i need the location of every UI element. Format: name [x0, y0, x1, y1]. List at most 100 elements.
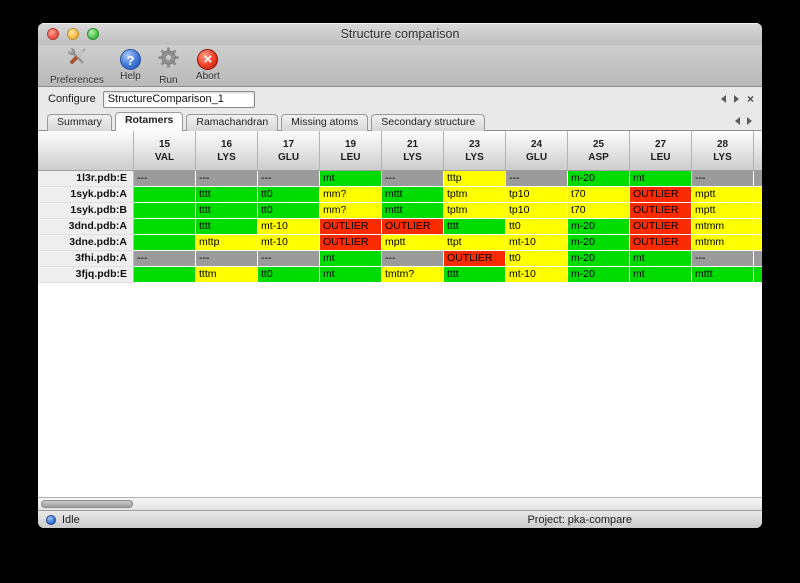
row-label[interactable]: 3fhi.pdb:A: [38, 251, 134, 267]
rotamer-cell[interactable]: mttt: [692, 267, 754, 283]
rotamer-cell[interactable]: mttt: [382, 203, 444, 219]
row-label[interactable]: 1syk.pdb:A: [38, 187, 134, 203]
rotamer-cell[interactable]: ---: [692, 251, 754, 267]
rotamer-cell[interactable]: m-20: [568, 235, 630, 251]
rotamer-cell[interactable]: mt-10: [258, 219, 320, 235]
rotamer-cell[interactable]: tttt: [444, 267, 506, 283]
tab-ramachandran[interactable]: Ramachandran: [186, 114, 279, 131]
rotamer-cell[interactable]: [134, 267, 196, 283]
rotamer-cell[interactable]: mptt: [382, 235, 444, 251]
rotamer-cell[interactable]: mt-10: [506, 267, 568, 283]
rotamer-cell[interactable]: tt0: [258, 187, 320, 203]
row-label[interactable]: 3fjq.pdb:E: [38, 267, 134, 283]
rotamer-cell[interactable]: OUTLIER: [630, 219, 692, 235]
rotamer-cell[interactable]: tttm: [196, 267, 258, 283]
rotamer-cell[interactable]: mt: [320, 171, 382, 187]
rotamer-cell[interactable]: mt-10: [258, 235, 320, 251]
tab-missing-atoms[interactable]: Missing atoms: [281, 114, 369, 131]
rotamer-cell[interactable]: tttp: [444, 171, 506, 187]
rotamer-cell[interactable]: ---: [196, 171, 258, 187]
rotamer-cell[interactable]: m-20: [568, 219, 630, 235]
rotamer-cell[interactable]: m-20: [568, 251, 630, 267]
close-window-button[interactable]: [47, 28, 59, 40]
rotamer-cell[interactable]: OUTLIER: [382, 219, 444, 235]
rotamer-cell[interactable]: ---: [196, 251, 258, 267]
rotamer-cell[interactable]: OUTLIER: [320, 235, 382, 251]
rotamer-cell[interactable]: t70: [568, 203, 630, 219]
rotamer-cell[interactable]: [754, 203, 762, 219]
rotamer-cell[interactable]: [134, 235, 196, 251]
rotamer-cell[interactable]: ---: [506, 171, 568, 187]
rotamer-cell[interactable]: ---: [382, 171, 444, 187]
rotamer-cell[interactable]: ---: [258, 251, 320, 267]
rotamer-cell[interactable]: tptm: [444, 203, 506, 219]
tab-summary[interactable]: Summary: [47, 114, 112, 131]
rotamer-cell[interactable]: mtmm: [692, 219, 754, 235]
tab-secondary-structure[interactable]: Secondary structure: [371, 114, 486, 131]
rotamer-cell[interactable]: ---: [134, 251, 196, 267]
column-header[interactable]: 16 LYS: [196, 131, 258, 170]
horizontal-scrollbar[interactable]: [38, 497, 762, 510]
rotamer-cell[interactable]: mt-10: [506, 235, 568, 251]
close-page-icon[interactable]: [747, 94, 754, 104]
column-header[interactable]: [754, 131, 762, 170]
rotamer-cell[interactable]: [754, 267, 762, 283]
rotamer-cell[interactable]: mttt: [382, 187, 444, 203]
preferences-button[interactable]: Preferences: [50, 45, 104, 86]
row-label[interactable]: 3dnd.pdb:A: [38, 219, 134, 235]
rotamer-cell[interactable]: OUTLIER: [320, 219, 382, 235]
rotamer-cell[interactable]: tttt: [196, 219, 258, 235]
rotamer-cell[interactable]: OUTLIER: [630, 187, 692, 203]
column-header[interactable]: 21 LYS: [382, 131, 444, 170]
row-label[interactable]: 3dne.pdb:A: [38, 235, 134, 251]
next-page-icon[interactable]: [733, 95, 739, 103]
rotamer-cell[interactable]: mptt: [692, 203, 754, 219]
rotamer-cell[interactable]: [754, 187, 762, 203]
rotamer-cell[interactable]: tt0: [258, 203, 320, 219]
rotamer-cell[interactable]: [134, 203, 196, 219]
rotamer-cell[interactable]: mm?: [320, 187, 382, 203]
abort-button[interactable]: Abort: [196, 49, 220, 82]
rotamer-cell[interactable]: tttt: [196, 203, 258, 219]
scrollbar-thumb[interactable]: [41, 500, 133, 508]
configure-name-input[interactable]: [102, 90, 255, 108]
rotamer-cell[interactable]: mt: [630, 171, 692, 187]
rotamer-cell[interactable]: ---: [692, 171, 754, 187]
column-header[interactable]: 24 GLU: [506, 131, 568, 170]
rotamer-cell[interactable]: [754, 235, 762, 251]
rotamer-cell[interactable]: ---: [134, 171, 196, 187]
row-label[interactable]: 1syk.pdb:B: [38, 203, 134, 219]
rotamer-cell[interactable]: tttt: [196, 187, 258, 203]
rotamer-cell[interactable]: mm?: [320, 203, 382, 219]
tabs-scroll-right-icon[interactable]: [747, 117, 752, 125]
rotamer-cell[interactable]: tttt: [444, 219, 506, 235]
rotamer-cell[interactable]: mptt: [692, 187, 754, 203]
rotamer-cell[interactable]: tt0: [506, 219, 568, 235]
rotamer-cell[interactable]: t70: [568, 187, 630, 203]
rotamer-cell[interactable]: ttpt: [444, 235, 506, 251]
column-header[interactable]: 27 LEU: [630, 131, 692, 170]
rotamer-cell[interactable]: tptm: [444, 187, 506, 203]
rotamer-cell[interactable]: tp10: [506, 187, 568, 203]
rotamer-cell[interactable]: tmtm?: [382, 267, 444, 283]
rotamer-cell[interactable]: m-20: [568, 267, 630, 283]
rotamer-cell[interactable]: mt: [320, 267, 382, 283]
column-header[interactable]: 28 LYS: [692, 131, 754, 170]
rotamer-cell[interactable]: OUTLIER: [630, 203, 692, 219]
prev-page-icon[interactable]: [720, 95, 726, 103]
rotamer-cell[interactable]: [754, 171, 762, 187]
rotamer-cell[interactable]: mt: [630, 267, 692, 283]
run-button[interactable]: Run: [157, 46, 180, 86]
row-label[interactable]: 1l3r.pdb:E: [38, 171, 134, 187]
rotamer-cell[interactable]: OUTLIER: [630, 235, 692, 251]
column-header[interactable]: 19 LEU: [320, 131, 382, 170]
column-header[interactable]: 25 ASP: [568, 131, 630, 170]
rotamer-cell[interactable]: mt: [630, 251, 692, 267]
rotamer-cell[interactable]: [754, 251, 762, 267]
column-header[interactable]: 23 LYS: [444, 131, 506, 170]
rotamer-cell[interactable]: tt0: [506, 251, 568, 267]
rotamer-cell[interactable]: mtmm: [692, 235, 754, 251]
zoom-window-button[interactable]: [87, 28, 99, 40]
help-button[interactable]: Help: [119, 49, 141, 82]
rotamer-cell[interactable]: ---: [258, 171, 320, 187]
